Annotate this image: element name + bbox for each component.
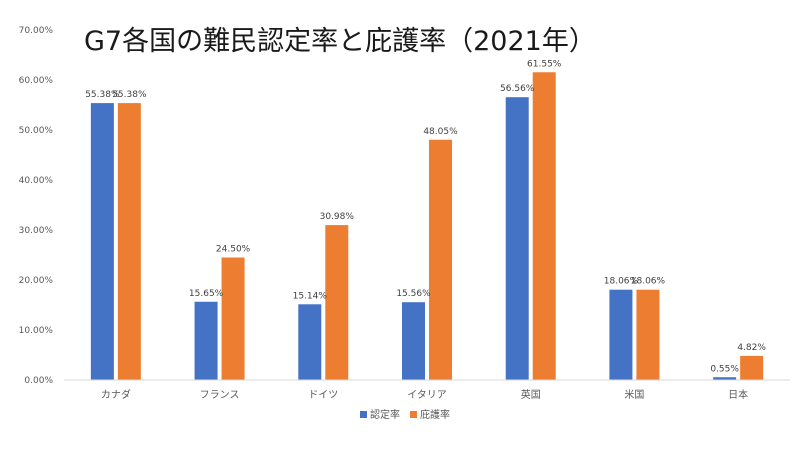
data-label: 18.06% xyxy=(631,277,666,287)
y-tick-label: 60.00% xyxy=(19,76,54,86)
x-axis: カナダ フランス ドイツ イタリア 英国 米国 日本 xyxy=(101,388,748,401)
category-label: フランス xyxy=(200,389,240,401)
data-label: 55.38% xyxy=(85,90,120,100)
legend-label: 庇護率 xyxy=(420,408,450,421)
bar-higo xyxy=(532,72,556,380)
bars xyxy=(90,72,764,380)
y-tick-label: 50.00% xyxy=(19,126,54,136)
bar-higo xyxy=(221,257,245,380)
chart-title: G7各国の難民認定率と庇護率（2021年） xyxy=(84,26,596,57)
data-label: 15.14% xyxy=(293,291,328,301)
bar-higo xyxy=(117,103,141,380)
category-label: 米国 xyxy=(624,388,644,401)
data-label: 30.98% xyxy=(320,212,355,222)
category-label: イタリア xyxy=(407,389,447,401)
legend-label: 認定率 xyxy=(370,408,400,421)
data-label: 48.05% xyxy=(423,127,458,137)
bar-nintei xyxy=(194,301,218,380)
data-label: 24.50% xyxy=(216,245,251,255)
data-labels: 55.38%55.38% 15.65% 24.50% 15.14% 30.98% 15.5… xyxy=(85,59,766,374)
data-label: 55.38% xyxy=(112,90,147,100)
category-label: カナダ xyxy=(101,388,131,401)
bar-higo xyxy=(429,139,452,380)
bar-higo xyxy=(325,225,349,380)
category-label: ドイツ xyxy=(308,390,338,401)
bar-nintei xyxy=(713,377,737,380)
data-label: 0.55% xyxy=(710,364,739,374)
bar-nintei xyxy=(609,289,633,380)
category-label: 日本 xyxy=(728,388,748,401)
legend-swatch xyxy=(410,411,417,418)
legend-swatch xyxy=(360,411,367,418)
y-tick-label: 70.00% xyxy=(19,26,54,36)
y-axis: 0.00% 10.00% 20.00% 30.00% 40.00% 50.00% 60.00… xyxy=(19,26,54,386)
legend: 認定率 庇護率 xyxy=(360,408,450,421)
data-label: 15.65% xyxy=(189,289,224,299)
category-label: 英国 xyxy=(521,388,541,401)
y-tick-label: 30.00% xyxy=(19,226,54,236)
bar-nintei xyxy=(402,302,425,380)
data-label: 18.06% xyxy=(604,277,639,287)
bar-higo xyxy=(740,355,764,380)
y-tick-label: 0.00% xyxy=(24,376,53,386)
bar-higo xyxy=(636,289,660,380)
data-label: 15.56% xyxy=(396,289,431,299)
data-label: 56.56% xyxy=(500,84,535,94)
bar-nintei xyxy=(505,97,529,380)
bar-nintei xyxy=(90,103,114,380)
y-tick-label: 40.00% xyxy=(19,176,54,186)
y-tick-label: 10.00% xyxy=(19,326,54,336)
y-tick-label: 20.00% xyxy=(19,276,54,286)
data-label: 4.82% xyxy=(737,343,766,353)
bar-nintei xyxy=(298,304,322,380)
data-label: 61.55% xyxy=(527,59,562,69)
